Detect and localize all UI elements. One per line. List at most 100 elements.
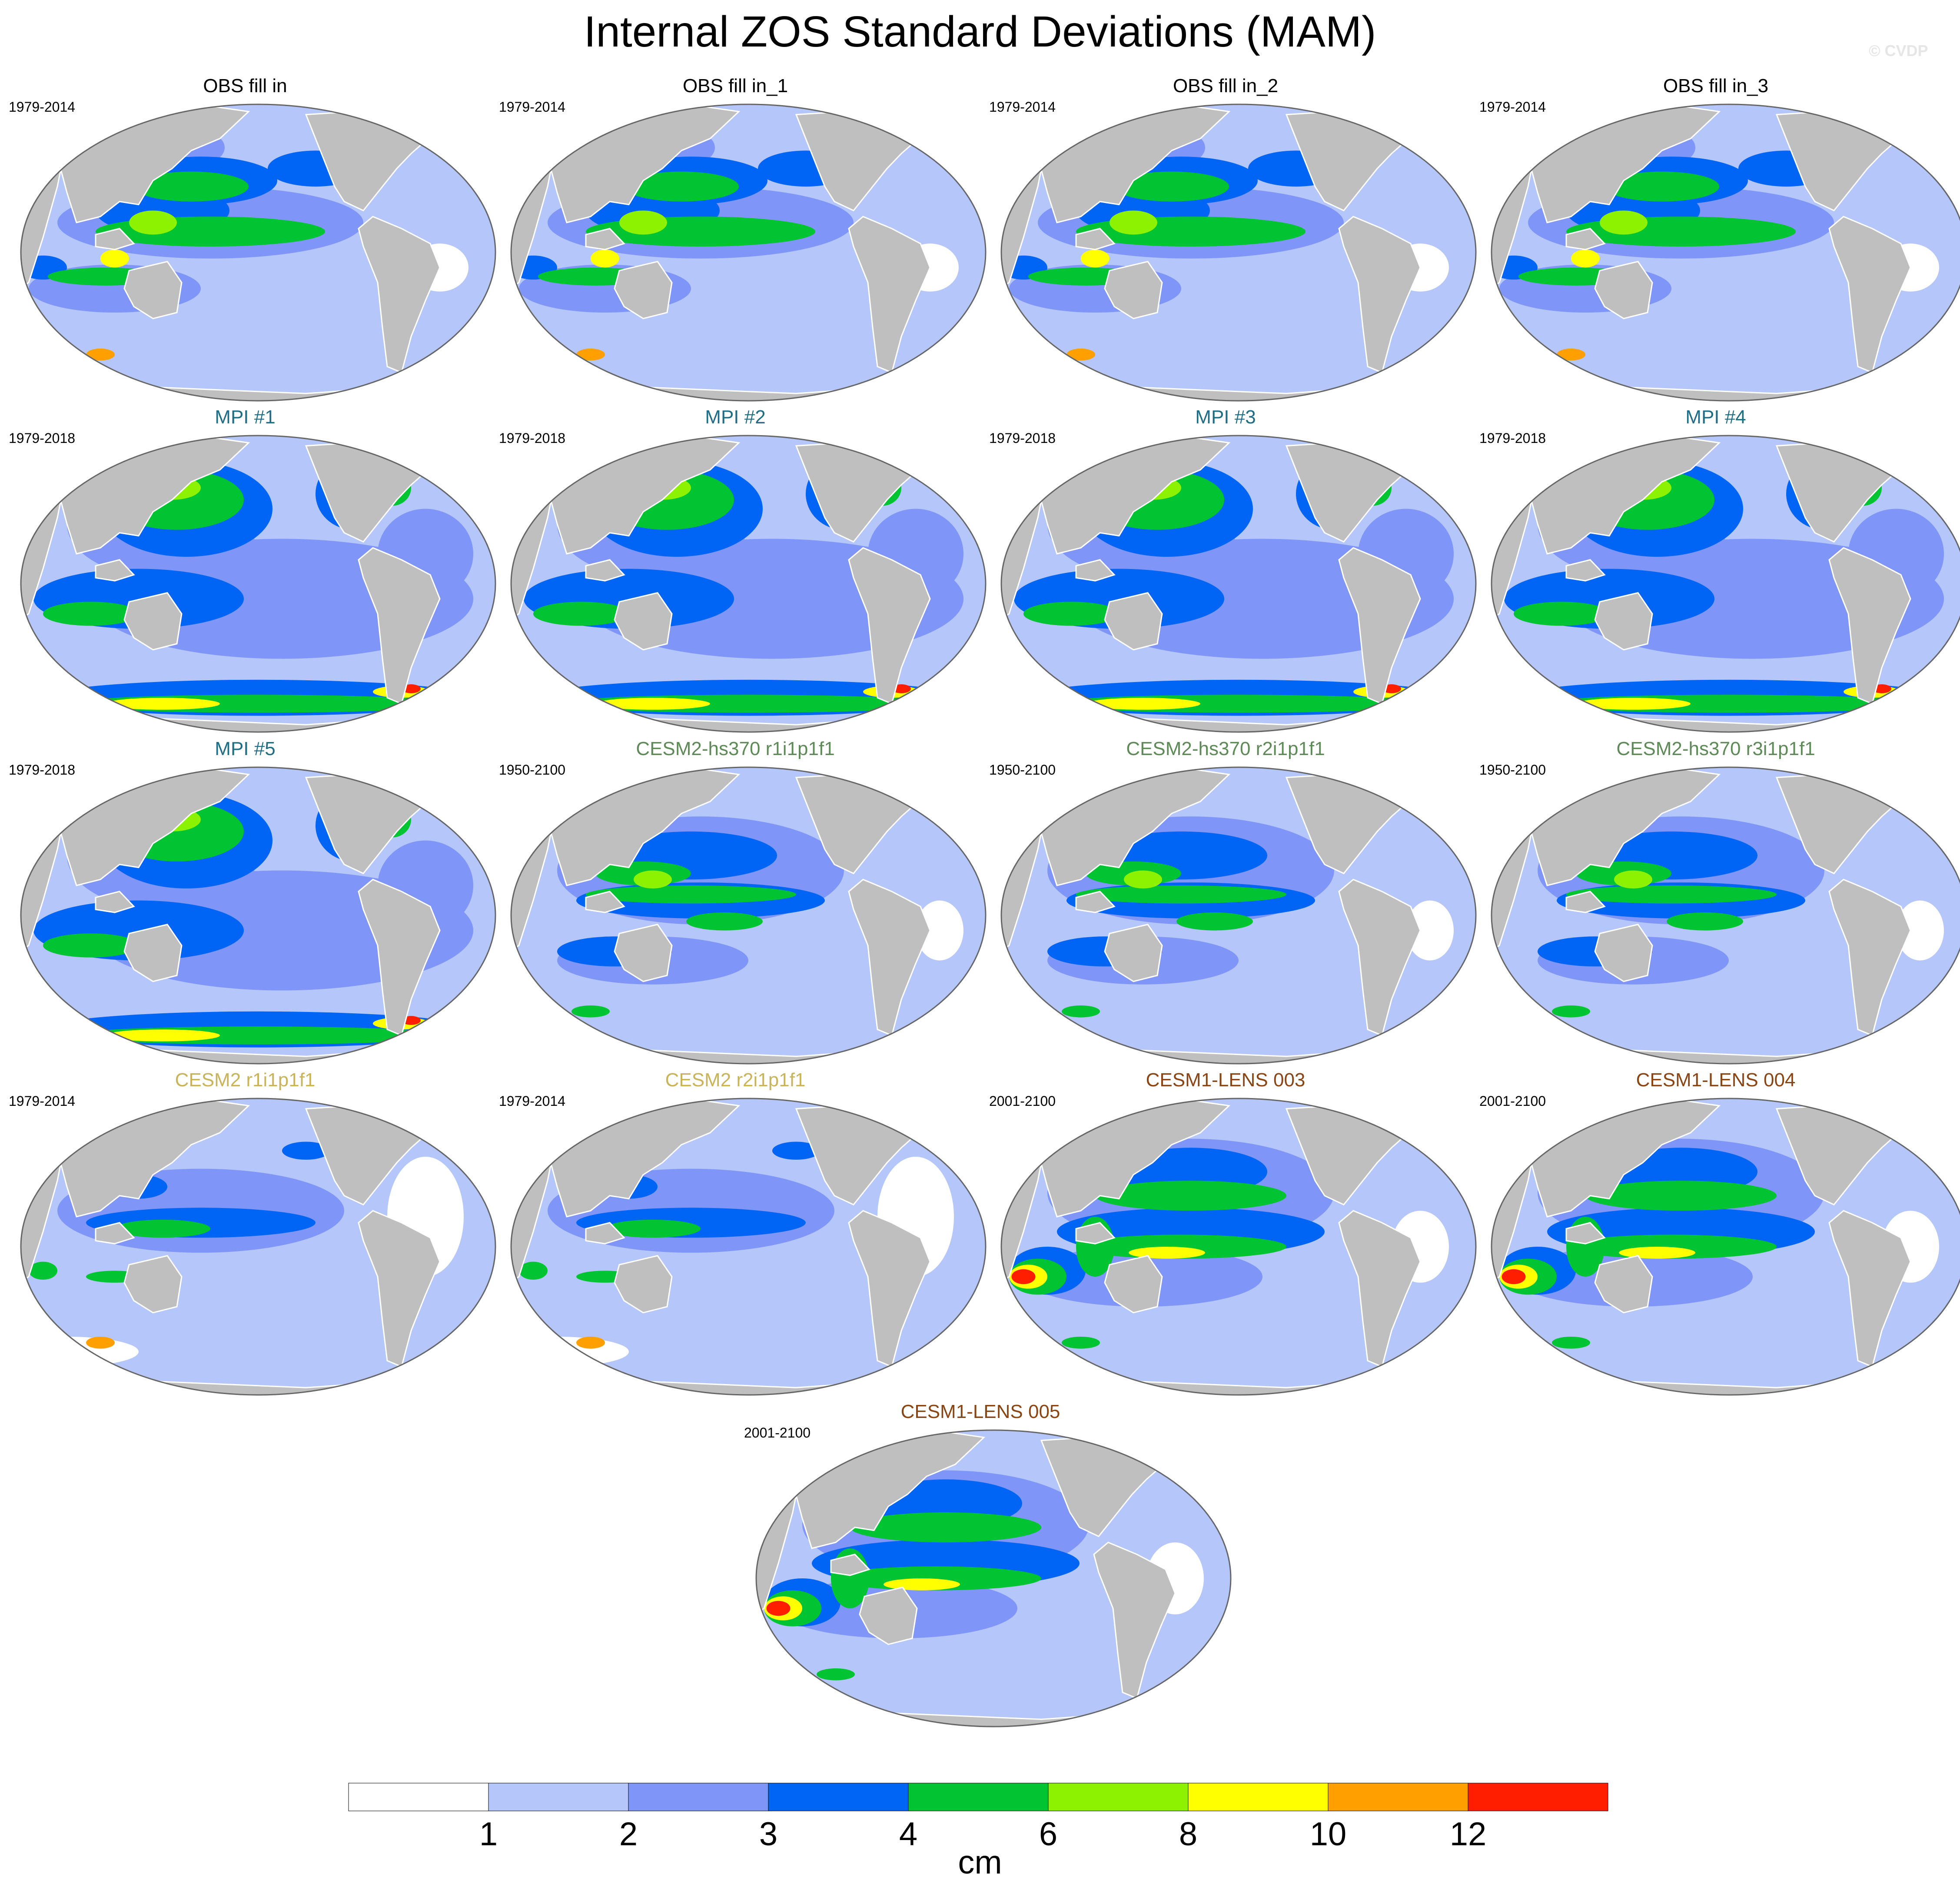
land-mass	[95, 228, 135, 250]
panel-years: 1979-2018	[989, 430, 1056, 446]
colorbar-tick-label: 6	[1039, 1816, 1058, 1853]
sd-field-region	[43, 602, 139, 626]
land-mass	[1565, 891, 1606, 913]
sd-field-region	[1114, 171, 1229, 202]
sd-field-region	[1076, 885, 1286, 904]
sd-field-region	[624, 171, 739, 202]
panel-title: OBS fill in_1	[682, 75, 788, 97]
map-outline	[1000, 1098, 1477, 1396]
sd-field-region	[1176, 912, 1253, 931]
panel-years: 1979-2014	[499, 1093, 566, 1109]
map-panel: OBS fill in_3 1979-2014	[1471, 74, 1960, 404]
land-mass	[859, 1587, 918, 1645]
world-map	[1491, 1098, 1960, 1396]
sd-field-region	[1066, 348, 1095, 361]
panel-title: MPI #5	[215, 738, 276, 759]
map-outline	[1491, 1098, 1960, 1396]
panel-years: 1979-2014	[9, 99, 76, 115]
land-mass	[1409, 767, 1469, 802]
map-panel: OBS fill in_2 1979-2014	[980, 74, 1477, 404]
map-panel: MPI #5 1979-2018	[0, 737, 496, 1067]
map-outline	[1000, 435, 1477, 733]
sd-field-region	[576, 348, 605, 361]
sd-field-region	[134, 171, 249, 202]
sd-field-region	[1667, 912, 1743, 931]
sd-field-region	[1086, 698, 1200, 710]
land-mass	[585, 1222, 625, 1245]
colorbar-tick-label: 3	[759, 1816, 778, 1853]
land-mass	[429, 767, 489, 802]
land-mass	[1104, 592, 1163, 651]
world-map	[20, 103, 496, 402]
main-title: Internal ZOS Standard Deviations (MAM)	[584, 7, 1376, 56]
land-mass	[919, 104, 979, 140]
map-panel: CESM2-hs370 r3i1p1f1 1950-2100	[1471, 737, 1960, 1067]
map-outline	[510, 766, 987, 1065]
map-outline	[20, 766, 496, 1065]
world-map	[20, 1098, 496, 1396]
panel-title: MPI #1	[215, 406, 276, 428]
sd-field-region	[571, 1005, 610, 1018]
sd-field-region	[519, 1261, 548, 1280]
sd-field-region	[619, 210, 667, 235]
map-outline	[1000, 103, 1477, 402]
sd-field-region	[1896, 900, 1944, 961]
map-panel: MPI #3 1979-2018	[980, 405, 1477, 735]
map-outline	[755, 1429, 1232, 1727]
sd-field-region	[1585, 1181, 1777, 1211]
colorbar-box	[1048, 1783, 1189, 1811]
land-mass	[95, 891, 135, 913]
map-panel: MPI #2 1979-2018	[490, 405, 987, 735]
panel-years: 1979-2018	[9, 762, 76, 778]
land-mass	[1594, 1255, 1653, 1314]
map-outline	[1491, 766, 1960, 1065]
panel-title: CESM1-LENS 005	[900, 1401, 1060, 1422]
panel-title: CESM2-hs370 r1i1p1f1	[636, 738, 835, 759]
colorbar-units: cm	[958, 1844, 1002, 1881]
colorbar-box	[768, 1783, 909, 1811]
sd-field-region	[1011, 1269, 1036, 1285]
land-mass	[1075, 1222, 1116, 1245]
land-mass	[1075, 228, 1116, 250]
panel-title: CESM1-LENS 004	[1636, 1069, 1796, 1091]
sd-field-region	[1110, 210, 1157, 235]
land-mass	[429, 104, 489, 140]
colorbar-box	[908, 1783, 1049, 1811]
map-outline	[20, 1098, 496, 1396]
land-mass	[1594, 592, 1653, 651]
sd-field-region	[1605, 171, 1719, 202]
colorbar-box	[488, 1783, 629, 1811]
sd-field-region	[772, 1142, 820, 1160]
land-mass	[1075, 891, 1116, 913]
panel-years: 2001-2100	[989, 1093, 1056, 1109]
map-panel: CESM1-LENS 005 2001-2100	[735, 1400, 1232, 1730]
colorbar-box	[1468, 1783, 1608, 1811]
panel-years: 1979-2018	[9, 430, 76, 446]
colorbar-box	[1328, 1783, 1468, 1811]
sd-field-region	[817, 1668, 855, 1681]
panel-years: 1979-2014	[989, 99, 1056, 115]
panel-years: 1979-2014	[1479, 99, 1546, 115]
sd-field-region	[115, 1219, 210, 1238]
world-map	[1000, 1098, 1477, 1396]
panel-years: 1950-2100	[499, 762, 566, 778]
world-map	[1491, 435, 1960, 733]
sd-field-region	[1552, 1005, 1590, 1018]
map-panel: CESM2-hs370 r2i1p1f1 1950-2100	[980, 737, 1477, 1067]
sd-field-region	[282, 1142, 330, 1160]
land-mass	[585, 891, 625, 913]
land-mass	[1409, 1098, 1469, 1134]
panel-years: 2001-2100	[744, 1425, 811, 1441]
land-mass	[123, 1255, 183, 1314]
panel-years: 1979-2018	[499, 430, 566, 446]
sd-field-region	[105, 698, 220, 710]
sd-field-region	[576, 1337, 605, 1349]
world-map	[510, 766, 987, 1065]
sd-field-region	[605, 1219, 701, 1238]
sd-field-region	[1062, 1337, 1100, 1349]
land-mass	[95, 559, 135, 582]
land-mass	[919, 436, 979, 471]
world-map	[20, 766, 496, 1065]
land-mass	[830, 1554, 870, 1576]
sd-field-region	[850, 1512, 1041, 1543]
